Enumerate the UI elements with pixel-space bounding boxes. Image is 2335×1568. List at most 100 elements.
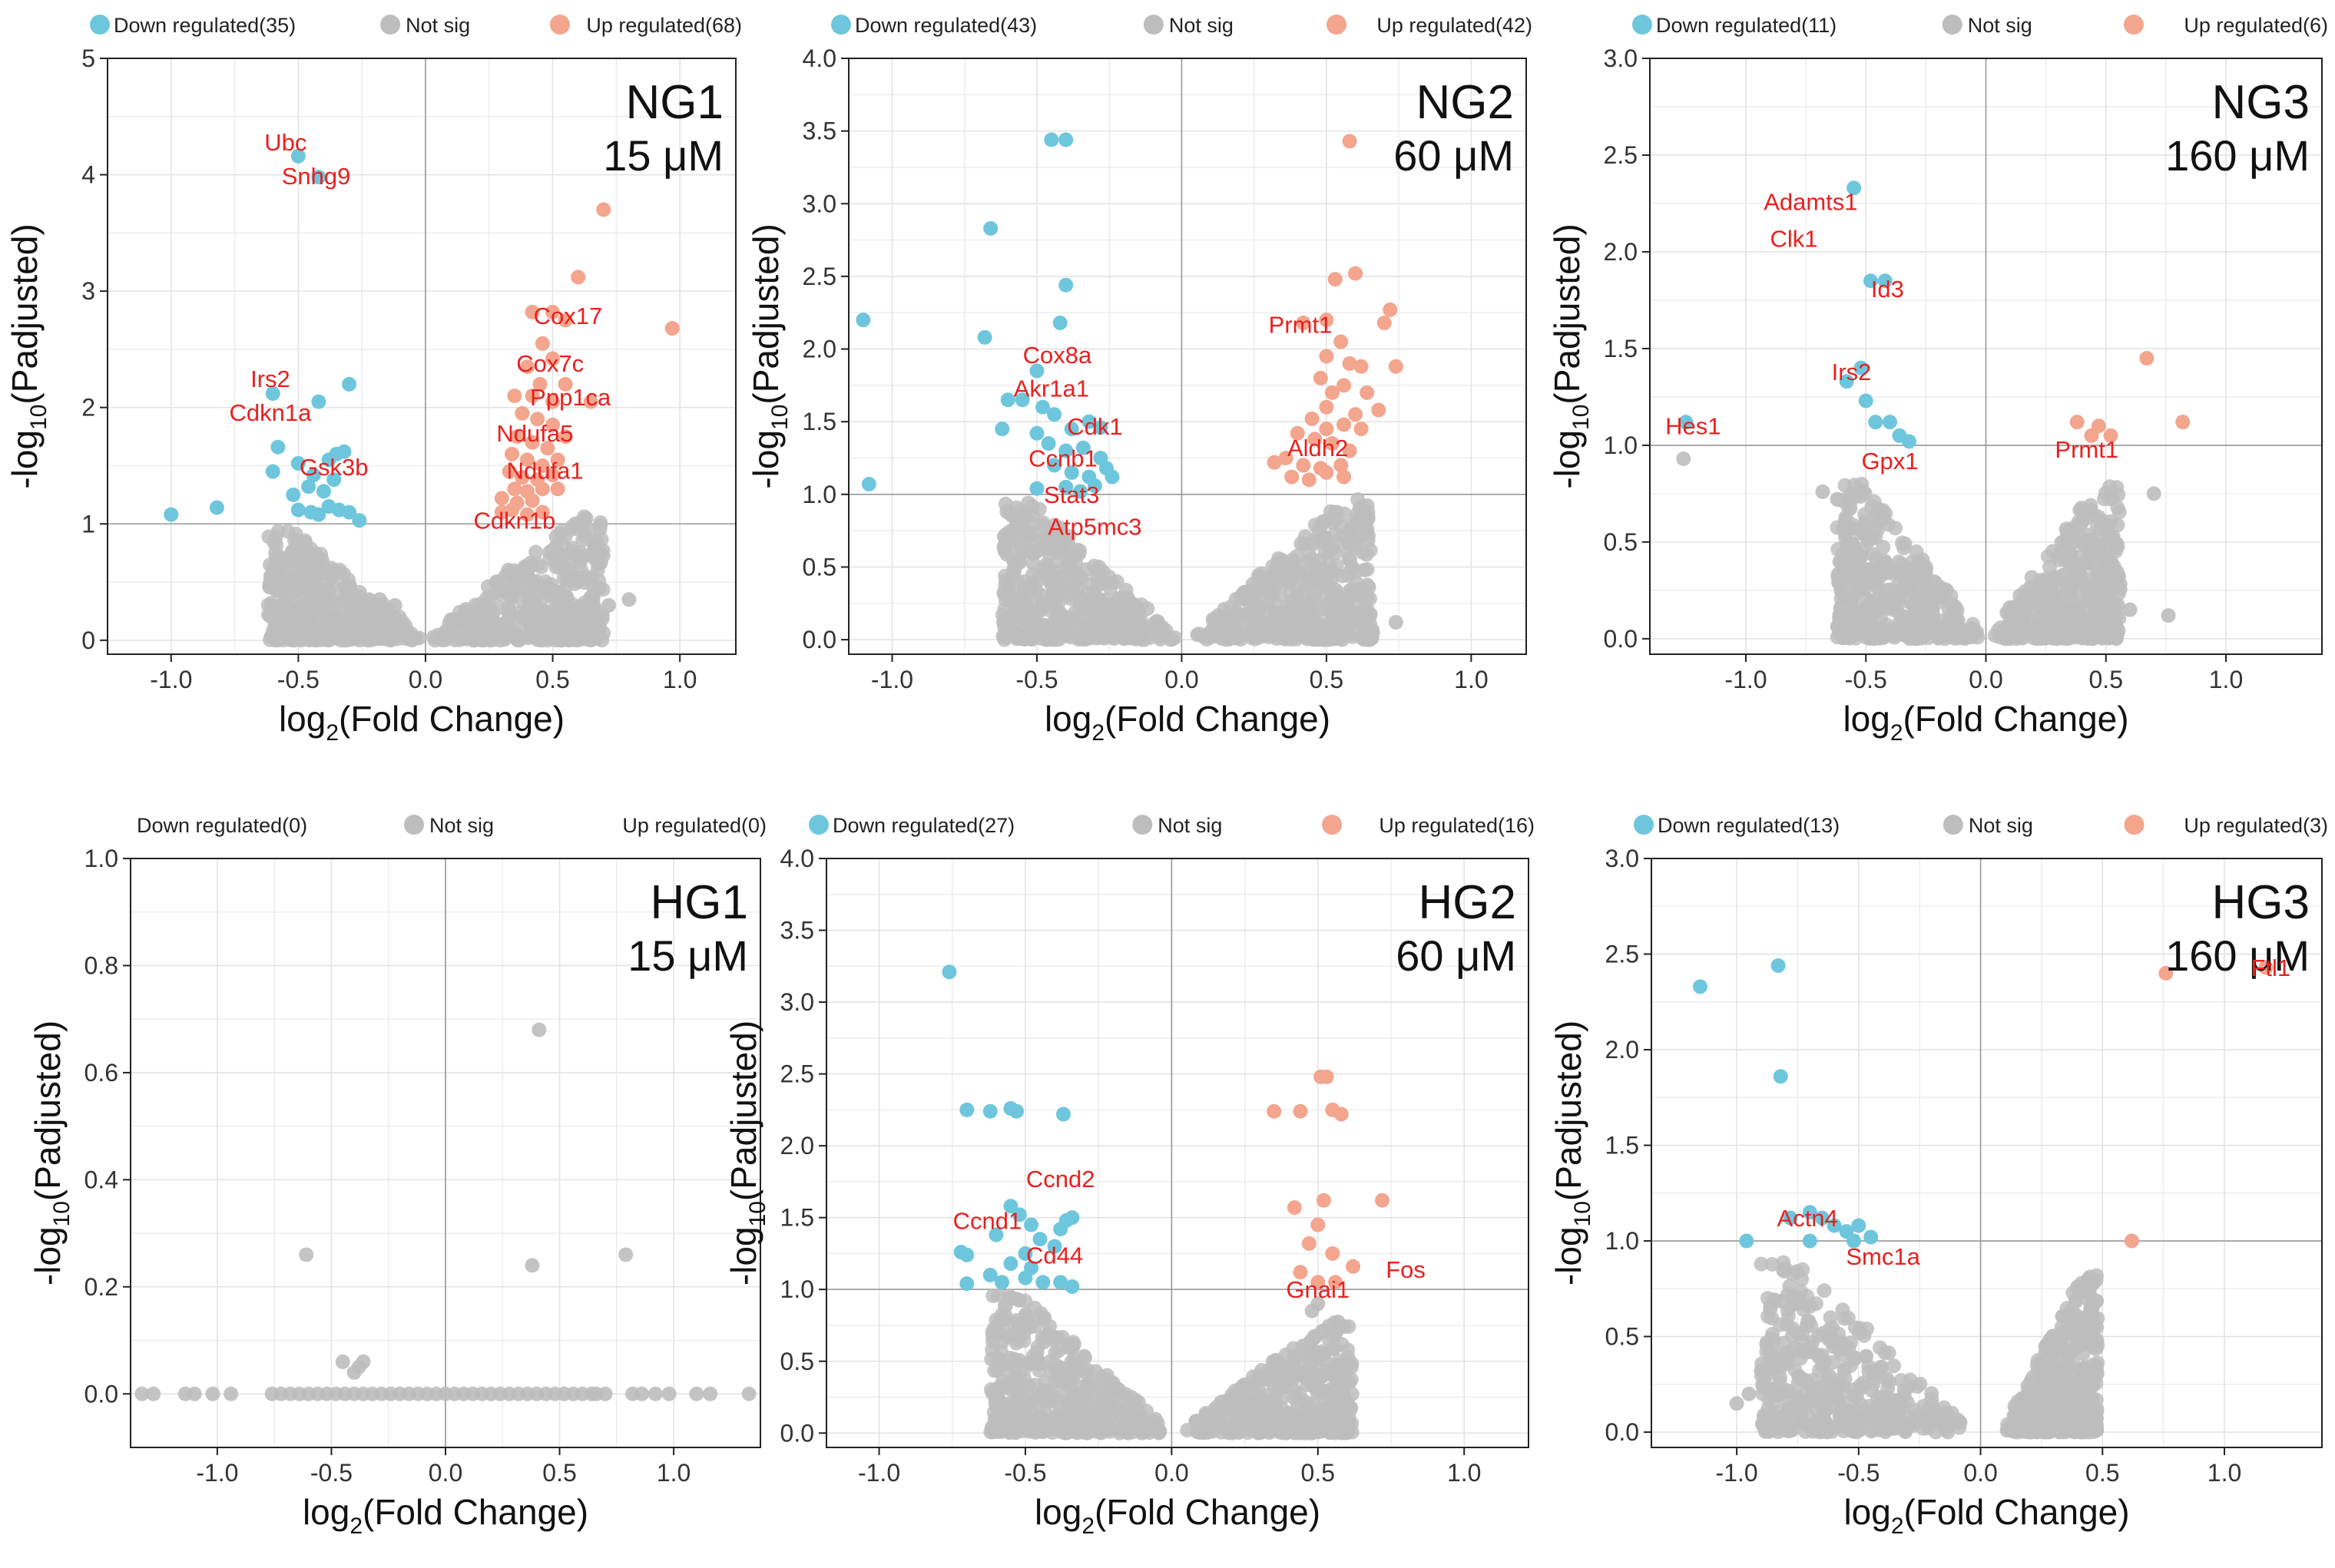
point-notsig (1018, 528, 1033, 544)
gene-label: Ccnd2 (1026, 1166, 1095, 1193)
point-notsig (556, 571, 571, 586)
point-notsig (492, 587, 507, 602)
point-notsig (1250, 1393, 1266, 1408)
legend-up-label: Up regulated(68) (586, 14, 742, 37)
x-tick-label: -1.0 (871, 666, 913, 693)
point-notsig (1042, 1418, 1058, 1434)
point-notsig (1037, 629, 1052, 644)
point-down (1868, 415, 1883, 430)
point-up (1310, 1275, 1326, 1290)
point-notsig (989, 1414, 1004, 1429)
point-notsig (1874, 1369, 1890, 1384)
point-notsig (1191, 627, 1207, 642)
point-notsig (1268, 562, 1283, 577)
point-down (326, 472, 342, 488)
x-tick-label: 1.0 (657, 1459, 691, 1487)
point-notsig (1328, 631, 1343, 647)
point-notsig (1762, 1408, 1777, 1424)
point-notsig (1227, 619, 1242, 634)
point-up (545, 417, 561, 432)
point-notsig (2103, 562, 2118, 577)
point-down (1053, 1275, 1068, 1290)
point-notsig (1283, 594, 1299, 609)
point-notsig (2122, 602, 2138, 617)
point-notsig (318, 620, 333, 636)
point-down (983, 220, 999, 236)
point-notsig (2111, 487, 2126, 502)
point-notsig (1011, 1357, 1026, 1372)
panel-subtitle: 15 μM (603, 131, 724, 180)
point-notsig (356, 1354, 371, 1369)
point-notsig (341, 592, 356, 607)
point-notsig (2079, 583, 2095, 598)
legend: Down regulated(11) Not sig Up regulated(6) (1632, 14, 2328, 37)
points-layer (856, 132, 1403, 647)
point-notsig (590, 630, 605, 646)
point-notsig (1856, 518, 1872, 533)
gene-label: Smc1a (1846, 1243, 1920, 1270)
panel-subtitle: 160 μM (2165, 931, 2310, 980)
legend-up-marker (1326, 15, 1347, 35)
point-notsig (1388, 614, 1403, 630)
point-notsig (1327, 526, 1343, 541)
point-notsig (573, 627, 588, 643)
point-down (1827, 1218, 1842, 1233)
legend-up-label: Up regulated(3) (2184, 814, 2328, 837)
point-notsig (1124, 596, 1140, 611)
point-notsig (275, 607, 290, 622)
y-tick-label: 3.5 (780, 917, 814, 944)
y-tick-label: 2.5 (780, 1060, 814, 1088)
point-notsig (1090, 1424, 1105, 1440)
y-tick-label: 1 (81, 510, 95, 538)
point-notsig (1045, 586, 1060, 601)
point-notsig (1787, 1341, 1803, 1356)
point-up (1313, 370, 1328, 385)
point-notsig (1041, 1325, 1056, 1341)
point-notsig (1815, 1358, 1830, 1374)
point-down (1015, 392, 1030, 408)
point-notsig (1284, 1419, 1300, 1434)
point-notsig (1343, 553, 1358, 568)
point-up (1342, 356, 1357, 371)
y-axis-title: -log10(Padjusted) (746, 223, 793, 488)
point-notsig (1914, 628, 1929, 643)
point-notsig (374, 606, 389, 621)
point-notsig (1070, 1399, 1085, 1414)
point-notsig (268, 550, 283, 565)
point-notsig (1864, 594, 1880, 609)
point-notsig (1355, 544, 1370, 560)
point-up (1371, 402, 1386, 418)
point-down (1902, 434, 1916, 449)
point-notsig (1873, 555, 1889, 571)
point-notsig (1099, 1368, 1115, 1383)
point-notsig (1307, 1344, 1323, 1359)
legend-up-marker (549, 15, 570, 35)
gene-label: Gnai1 (1286, 1276, 1350, 1303)
point-notsig (1365, 623, 1380, 638)
x-axis-title: log2(Fold Change) (1035, 1492, 1320, 1539)
y-tick-label: 3.0 (780, 988, 814, 1016)
point-up (1301, 472, 1317, 488)
x-tick-label: 0.0 (1154, 1459, 1188, 1487)
point-notsig (1109, 574, 1124, 589)
point-notsig (1012, 1406, 1028, 1421)
point-notsig (1878, 506, 1893, 521)
point-notsig (1328, 1425, 1343, 1441)
point-notsig (534, 591, 549, 607)
point-down (265, 464, 280, 479)
point-notsig (1822, 1385, 1837, 1401)
y-tick-label: 4.0 (803, 45, 836, 72)
point-down (1035, 399, 1051, 415)
point-up (1319, 1069, 1334, 1084)
point-notsig (1361, 610, 1376, 626)
point-down (1851, 1218, 1866, 1233)
point-notsig (387, 597, 402, 613)
point-notsig (1196, 1424, 1211, 1440)
point-up (1346, 1259, 1360, 1274)
point-notsig (2103, 577, 2118, 593)
y-tick-label: 2 (81, 394, 95, 422)
legend: Down regulated(27) Not sig Up regulated(16… (809, 814, 1535, 837)
point-notsig (445, 612, 461, 627)
y-tick-label: 0.5 (803, 553, 836, 581)
y-tick-label: 3.5 (803, 117, 836, 145)
